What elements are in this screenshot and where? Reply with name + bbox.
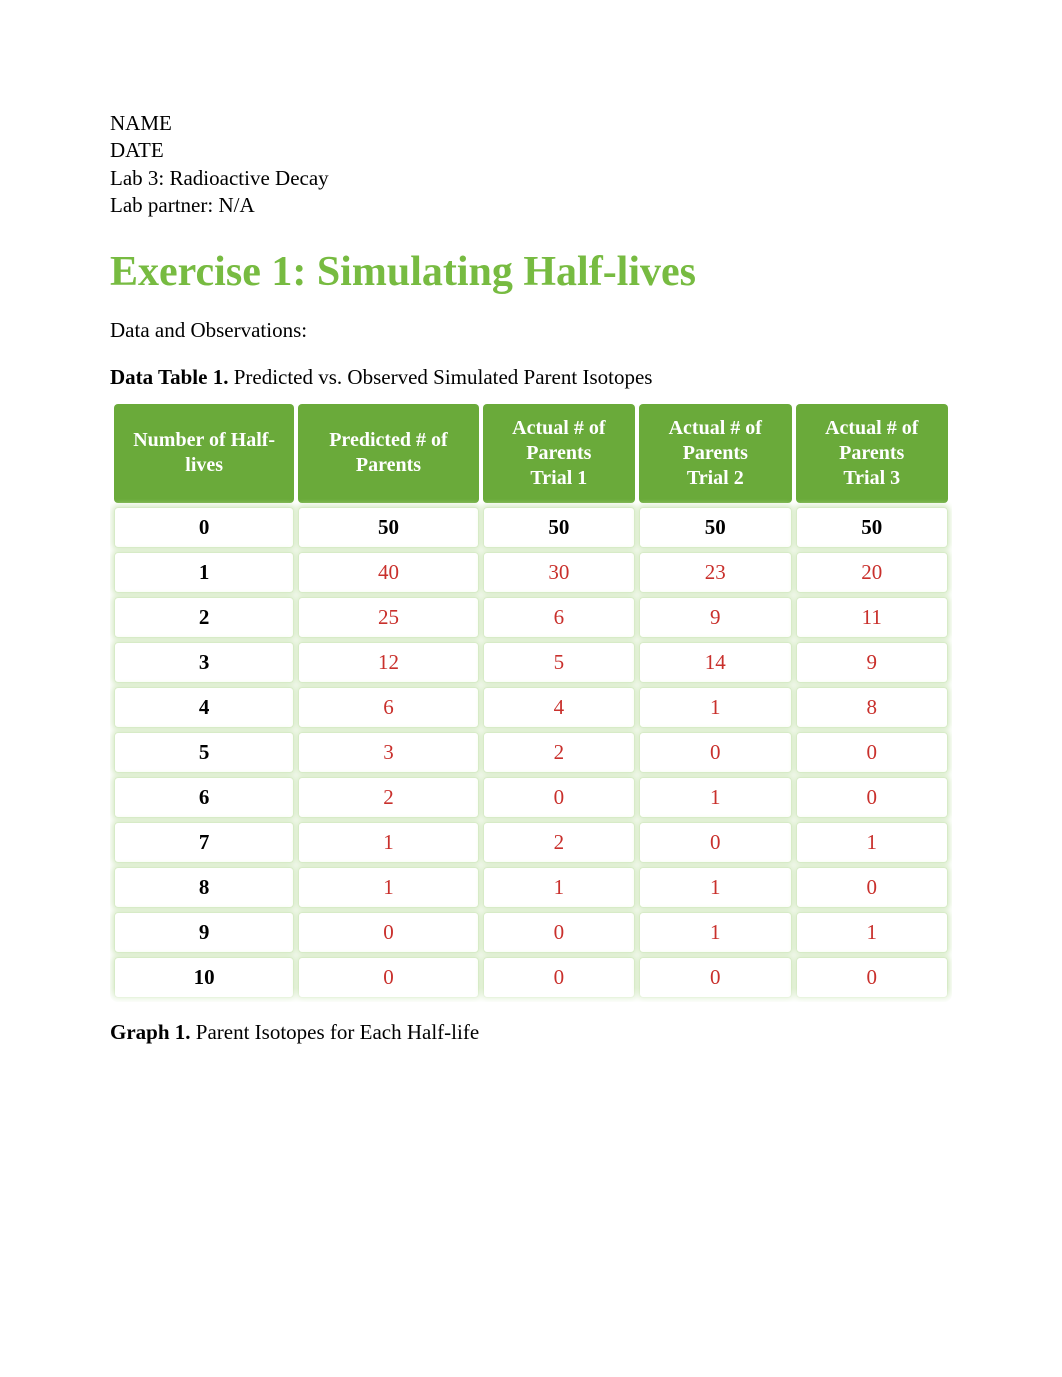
value-cell: 1 (639, 777, 791, 818)
value-cell: 25 (298, 597, 478, 638)
value-cell: 11 (796, 597, 949, 638)
value-cell: 0 (796, 777, 949, 818)
observations-label: Data and Observations: (110, 318, 952, 343)
table-row: 53200 (114, 732, 948, 773)
column-header: Actual # ofParentsTrial 3 (796, 404, 949, 503)
value-cell: 6 (483, 597, 635, 638)
value-cell: 2 (483, 732, 635, 773)
column-header: Predicted # of Parents (298, 404, 478, 503)
row-label-cell: 4 (114, 687, 294, 728)
row-label-cell: 1 (114, 552, 294, 593)
value-cell: 0 (483, 912, 635, 953)
value-cell: 3 (298, 732, 478, 773)
data-table: Number of Half-livesPredicted # of Paren… (110, 400, 952, 1002)
value-cell: 0 (483, 957, 635, 998)
date-label: DATE (110, 137, 952, 164)
value-cell: 50 (796, 507, 949, 548)
table-body: 0505050501403023202256911312514946418532… (114, 507, 948, 998)
lab-partner: Lab partner: N/A (110, 192, 952, 219)
value-cell: 0 (298, 912, 478, 953)
table-row: 90011 (114, 912, 948, 953)
table-row: 3125149 (114, 642, 948, 683)
value-cell: 30 (483, 552, 635, 593)
value-cell: 1 (298, 867, 478, 908)
row-label-cell: 7 (114, 822, 294, 863)
value-cell: 1 (796, 912, 949, 953)
value-cell: 20 (796, 552, 949, 593)
table-caption-rest: Predicted vs. Observed Simulated Parent … (228, 365, 652, 389)
value-cell: 0 (639, 957, 791, 998)
value-cell: 0 (796, 867, 949, 908)
graph-caption-rest: Parent Isotopes for Each Half-life (191, 1020, 480, 1044)
row-label-cell: 0 (114, 507, 294, 548)
value-cell: 50 (298, 507, 478, 548)
value-cell: 2 (483, 822, 635, 863)
value-cell: 0 (796, 957, 949, 998)
table-row: 62010 (114, 777, 948, 818)
value-cell: 1 (298, 822, 478, 863)
value-cell: 2 (298, 777, 478, 818)
graph-caption-bold: Graph 1. (110, 1020, 191, 1044)
table-row: 100000 (114, 957, 948, 998)
table-row: 81110 (114, 867, 948, 908)
value-cell: 40 (298, 552, 478, 593)
value-cell: 0 (298, 957, 478, 998)
value-cell: 1 (639, 867, 791, 908)
row-label-cell: 3 (114, 642, 294, 683)
column-header: Number of Half-lives (114, 404, 294, 503)
value-cell: 1 (639, 687, 791, 728)
column-header: Actual # ofParentsTrial 1 (483, 404, 635, 503)
lab-title: Lab 3: Radioactive Decay (110, 165, 952, 192)
value-cell: 23 (639, 552, 791, 593)
table-row: 140302320 (114, 552, 948, 593)
value-cell: 12 (298, 642, 478, 683)
value-cell: 14 (639, 642, 791, 683)
value-cell: 5 (483, 642, 635, 683)
value-cell: 0 (639, 822, 791, 863)
table-header-row: Number of Half-livesPredicted # of Paren… (114, 404, 948, 503)
value-cell: 1 (796, 822, 949, 863)
column-header: Actual # ofParentsTrial 2 (639, 404, 791, 503)
value-cell: 0 (639, 732, 791, 773)
value-cell: 50 (483, 507, 635, 548)
value-cell: 1 (483, 867, 635, 908)
value-cell: 9 (639, 597, 791, 638)
table-head: Number of Half-livesPredicted # of Paren… (114, 404, 948, 503)
document-page: NAME DATE Lab 3: Radioactive Decay Lab p… (0, 0, 1062, 1095)
row-label-cell: 6 (114, 777, 294, 818)
table-row: 46418 (114, 687, 948, 728)
value-cell: 0 (483, 777, 635, 818)
value-cell: 4 (483, 687, 635, 728)
row-label-cell: 5 (114, 732, 294, 773)
value-cell: 0 (796, 732, 949, 773)
value-cell: 9 (796, 642, 949, 683)
row-label-cell: 10 (114, 957, 294, 998)
row-label-cell: 8 (114, 867, 294, 908)
value-cell: 1 (639, 912, 791, 953)
exercise-heading: Exercise 1: Simulating Half-lives (110, 247, 952, 297)
table-row: 2256911 (114, 597, 948, 638)
table-row: 71201 (114, 822, 948, 863)
graph-caption: Graph 1. Parent Isotopes for Each Half-l… (110, 1020, 952, 1045)
row-label-cell: 9 (114, 912, 294, 953)
table-caption: Data Table 1. Predicted vs. Observed Sim… (110, 365, 952, 390)
data-table-container: Number of Half-livesPredicted # of Paren… (110, 400, 952, 1002)
value-cell: 8 (796, 687, 949, 728)
row-label-cell: 2 (114, 597, 294, 638)
name-label: NAME (110, 110, 952, 137)
value-cell: 6 (298, 687, 478, 728)
table-caption-bold: Data Table 1. (110, 365, 228, 389)
table-row: 050505050 (114, 507, 948, 548)
value-cell: 50 (639, 507, 791, 548)
